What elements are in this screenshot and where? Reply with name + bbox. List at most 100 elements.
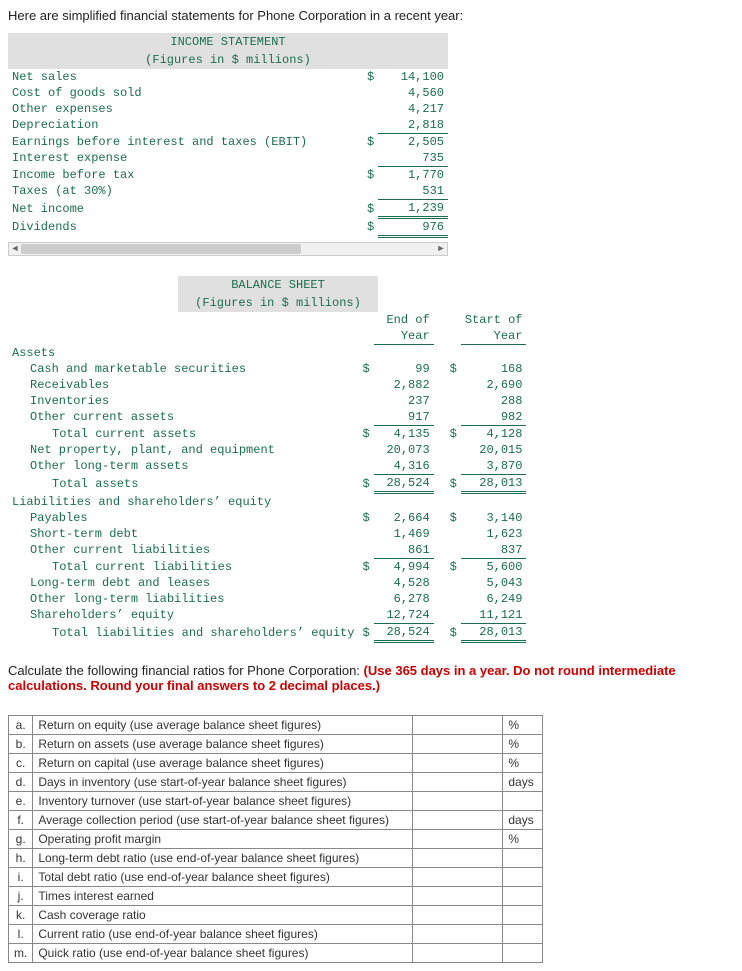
ratio-desc: Times interest earned	[33, 887, 413, 906]
income-statement-table: Net sales$14,100Cost of goods sold4,560O…	[8, 69, 448, 238]
bs-row-val1: 4,135	[374, 426, 434, 443]
ratio-input[interactable]	[413, 792, 503, 811]
bs-row-val2: 5,043	[461, 575, 527, 591]
bs-row-label: Inventories	[8, 393, 358, 409]
ratio-unit	[503, 944, 543, 963]
is-row-label: Cost of goods sold	[8, 85, 361, 101]
ratio-letter: j.	[9, 887, 33, 906]
col-start-year: Year	[461, 328, 527, 345]
is-row-cur: $	[361, 200, 379, 218]
ratio-input[interactable]	[413, 868, 503, 887]
bs-row-cur1	[358, 377, 373, 393]
income-statement-title1: INCOME STATEMENT	[8, 33, 448, 51]
ratio-letter: d.	[9, 773, 33, 792]
bs-row-label: Short-term debt	[8, 526, 358, 542]
ratio-row: a.Return on equity (use average balance …	[9, 716, 543, 735]
scroll-left-icon[interactable]: ◄	[9, 243, 21, 255]
bs-section-head: Assets	[8, 345, 526, 362]
ratio-desc: Return on assets (use average balance sh…	[33, 735, 413, 754]
ratio-letter: a.	[9, 716, 33, 735]
bs-row-cur2	[446, 591, 461, 607]
bs-row-label: Shareholders’ equity	[8, 607, 358, 624]
bs-row-val1: 99	[374, 361, 434, 377]
bs-row-label: Receivables	[8, 377, 358, 393]
bs-row-cur2	[446, 575, 461, 591]
bs-row-cur2: $	[446, 624, 461, 642]
is-row-cur: $	[361, 134, 379, 151]
bs-row-cur1	[358, 393, 373, 409]
bs-row-cur1: $	[358, 624, 373, 642]
balance-sheet-title2: (Figures in $ millions)	[178, 294, 378, 312]
ratio-desc: Cash coverage ratio	[33, 906, 413, 925]
is-row-label: Depreciation	[8, 117, 361, 134]
bs-row-val2: 5,600	[461, 559, 527, 576]
ratio-row: l.Current ratio (use end-of-year balance…	[9, 925, 543, 944]
bs-row-val2: 20,015	[461, 442, 527, 458]
is-row-val: 1,770	[378, 167, 448, 184]
ratio-desc: Return on capital (use average balance s…	[33, 754, 413, 773]
ratio-row: g.Operating profit margin%	[9, 830, 543, 849]
bs-row-val1: 28,524	[374, 475, 434, 493]
bs-row-val2: 288	[461, 393, 527, 409]
bs-row-val1: 12,724	[374, 607, 434, 624]
is-row-val: 531	[378, 183, 448, 200]
bs-row-cur2: $	[446, 510, 461, 526]
ratio-input[interactable]	[413, 754, 503, 773]
ratio-input[interactable]	[413, 887, 503, 906]
bs-row-cur1: $	[358, 559, 373, 576]
ratio-input[interactable]	[413, 849, 503, 868]
income-statement-title2: (Figures in $ millions)	[8, 51, 448, 69]
bs-row-label: Cash and marketable securities	[8, 361, 358, 377]
ratio-input[interactable]	[413, 925, 503, 944]
ratio-input[interactable]	[413, 773, 503, 792]
bs-row-cur2	[446, 393, 461, 409]
ratio-input[interactable]	[413, 944, 503, 963]
ratio-unit: days	[503, 773, 543, 792]
ratio-letter: h.	[9, 849, 33, 868]
ratio-row: e.Inventory turnover (use start-of-year …	[9, 792, 543, 811]
bs-row-val1: 1,469	[374, 526, 434, 542]
is-row-cur	[361, 85, 379, 101]
ratio-desc: Current ratio (use end-of-year balance s…	[33, 925, 413, 944]
is-row-label: Interest expense	[8, 150, 361, 167]
ratio-input[interactable]	[413, 716, 503, 735]
ratio-unit	[503, 906, 543, 925]
bs-row-cur1: $	[358, 426, 373, 443]
bs-row-label: Total current liabilities	[8, 559, 358, 576]
ratio-letter: e.	[9, 792, 33, 811]
bs-row-label: Total current assets	[8, 426, 358, 443]
is-row-cur	[361, 101, 379, 117]
is-row-label: Net sales	[8, 69, 361, 85]
scroll-right-icon[interactable]: ►	[435, 243, 447, 255]
ratio-desc: Return on equity (use average balance sh…	[33, 716, 413, 735]
horizontal-scrollbar[interactable]: ◄ ►	[8, 242, 448, 256]
bs-row-label: Total assets	[8, 475, 358, 493]
bs-row-val1: 20,073	[374, 442, 434, 458]
ratio-row: f.Average collection period (use start-o…	[9, 811, 543, 830]
bs-row-label: Payables	[8, 510, 358, 526]
ratio-row: h.Long-term debt ratio (use end-of-year …	[9, 849, 543, 868]
is-row-cur: $	[361, 167, 379, 184]
ratio-input[interactable]	[413, 735, 503, 754]
ratio-row: d.Days in inventory (use start-of-year b…	[9, 773, 543, 792]
ratio-desc: Average collection period (use start-of-…	[33, 811, 413, 830]
bs-row-val2: 3,140	[461, 510, 527, 526]
bs-row-val1: 6,278	[374, 591, 434, 607]
ratio-input[interactable]	[413, 811, 503, 830]
bs-row-cur2: $	[446, 559, 461, 576]
ratio-desc: Operating profit margin	[33, 830, 413, 849]
is-row-label: Earnings before interest and taxes (EBIT…	[8, 134, 361, 151]
scroll-thumb[interactable]	[21, 244, 301, 254]
bs-row-val2: 11,121	[461, 607, 527, 624]
ratio-letter: l.	[9, 925, 33, 944]
ratio-input[interactable]	[413, 906, 503, 925]
ratio-row: b.Return on assets (use average balance …	[9, 735, 543, 754]
bs-row-cur2	[446, 607, 461, 624]
ratio-input[interactable]	[413, 830, 503, 849]
bs-row-cur2	[446, 442, 461, 458]
is-row-cur	[361, 183, 379, 200]
bs-row-cur1: $	[358, 510, 373, 526]
ratio-letter: c.	[9, 754, 33, 773]
ratio-letter: b.	[9, 735, 33, 754]
ratio-letter: f.	[9, 811, 33, 830]
